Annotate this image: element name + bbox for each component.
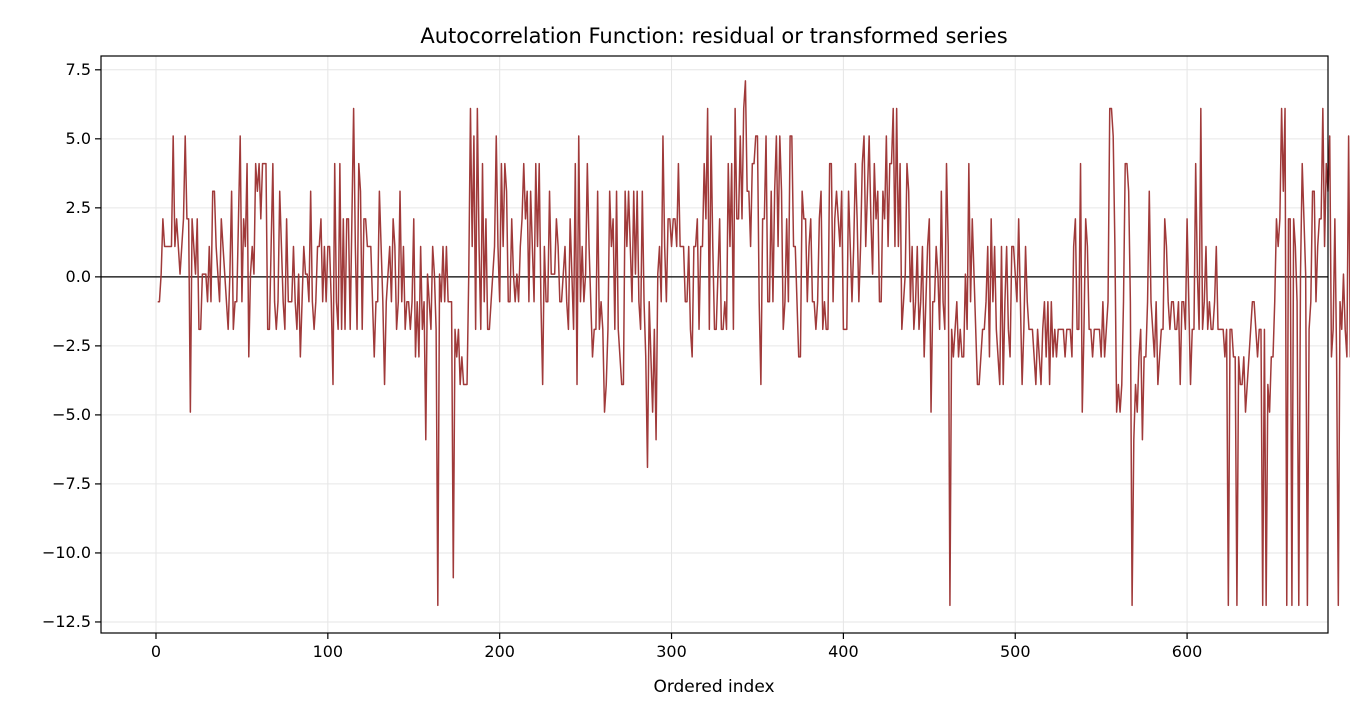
y-tick-label: 2.5 <box>66 198 91 217</box>
y-tick-label: −2.5 <box>52 336 91 355</box>
chart-title: Autocorrelation Function: residual or tr… <box>420 24 1007 48</box>
series-line <box>157 80 1350 607</box>
y-tick-label: 0.0 <box>66 267 91 286</box>
x-tick-label: 100 <box>313 642 344 661</box>
x-tick-label: 400 <box>828 642 859 661</box>
y-axis: 7.5 5.0 2.5 0.0 −2.5 −5.0 −7.5 −10.0 −12.5 <box>42 60 101 631</box>
plot-frame <box>100 55 1329 634</box>
x-tick-label: 200 <box>484 642 515 661</box>
y-tick-label: −10.0 <box>42 543 91 562</box>
y-tick-label: −12.5 <box>42 612 91 631</box>
x-tick-label: 300 <box>656 642 687 661</box>
x-tick-label: 500 <box>1000 642 1031 661</box>
x-axis: 0 100 200 300 400 500 600 <box>151 633 1202 661</box>
y-tick-label: −7.5 <box>52 474 91 493</box>
y-tick-label: 7.5 <box>66 60 91 79</box>
x-axis-label: Ordered index <box>653 677 774 697</box>
x-tick-label: 0 <box>151 642 161 661</box>
x-tick-label: 600 <box>1172 642 1203 661</box>
y-tick-label: 5.0 <box>66 129 91 148</box>
y-tick-label: −5.0 <box>52 405 91 424</box>
